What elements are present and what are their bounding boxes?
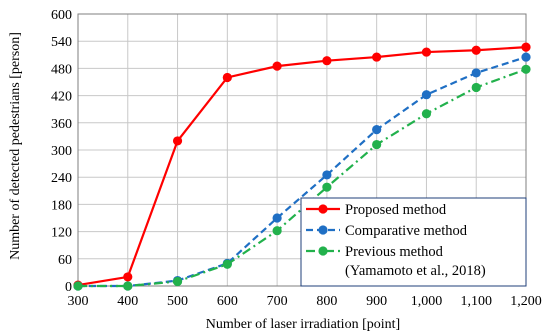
data-point	[272, 61, 282, 71]
legend-label: Previous method	[345, 244, 444, 260]
y-tick-label: 360	[51, 117, 72, 132]
y-tick-label: 540	[51, 35, 72, 50]
y-axis-title: Number of detected pedestrians [person]	[8, 32, 23, 260]
legend-box	[300, 197, 527, 287]
series-layer	[73, 42, 531, 291]
legend-label-line2: (Yamamoto et al., 2018)	[345, 263, 486, 279]
data-point	[372, 139, 382, 150]
x-tick-label: 300	[68, 294, 89, 309]
y-tick-label: 420	[51, 90, 72, 105]
x-tick-label: 1,200	[510, 294, 542, 309]
legend-marker	[318, 246, 328, 256]
data-point	[272, 213, 282, 223]
y-axis-ticks: 0 60 120 180 240 300 360 420 480 540 600	[51, 8, 72, 295]
data-point	[521, 52, 531, 62]
y-tick-label: 240	[51, 171, 72, 186]
y-tick-label: 300	[51, 144, 72, 159]
series-line	[78, 56, 527, 288]
legend-marker	[318, 204, 328, 214]
data-point	[222, 72, 232, 83]
data-point	[471, 45, 481, 55]
x-axis-ticks: 300 400 500 600 700 800 900 1,000 1,100 1,200	[68, 294, 542, 309]
x-tick-label: 1,000	[411, 294, 443, 309]
y-tick-label: 480	[51, 62, 72, 77]
data-point	[222, 259, 232, 269]
data-point	[73, 281, 83, 291]
data-point	[421, 109, 432, 119]
data-point	[471, 68, 481, 78]
data-point	[272, 226, 282, 236]
data-point	[421, 90, 432, 100]
x-axis-title: Number of laser irradiation [point]	[206, 317, 400, 332]
data-point	[521, 42, 531, 52]
data-point	[322, 170, 332, 180]
data-point	[322, 182, 332, 192]
x-tick-label: 900	[366, 294, 387, 309]
y-tick-label: 60	[58, 253, 72, 268]
x-tick-label: 800	[316, 294, 337, 309]
series-3	[73, 64, 531, 291]
legend-label: Proposed method	[345, 202, 447, 218]
data-point	[172, 136, 183, 146]
y-tick-label: 180	[51, 198, 72, 213]
legend-label: Comparative method	[345, 223, 468, 239]
y-tick-label: 600	[51, 8, 72, 23]
data-point	[521, 64, 531, 74]
y-tick-label: 0	[65, 280, 72, 295]
x-tick-label: 500	[167, 294, 188, 309]
data-point	[372, 52, 382, 62]
data-point	[123, 272, 133, 282]
x-tick-label: 600	[217, 294, 238, 309]
data-point	[322, 56, 332, 66]
series-line	[77, 45, 527, 287]
legend: Proposed method Comparative method Previou…	[300, 197, 527, 287]
x-tick-label: 1,100	[460, 294, 492, 309]
data-point	[421, 47, 432, 57]
data-point	[372, 125, 382, 135]
data-point	[172, 276, 183, 287]
data-point	[471, 82, 481, 93]
data-point	[123, 281, 133, 291]
legend-marker	[318, 225, 328, 235]
x-tick-label: 700	[267, 294, 288, 309]
x-tick-label: 400	[117, 294, 138, 309]
y-tick-label: 120	[51, 226, 72, 241]
